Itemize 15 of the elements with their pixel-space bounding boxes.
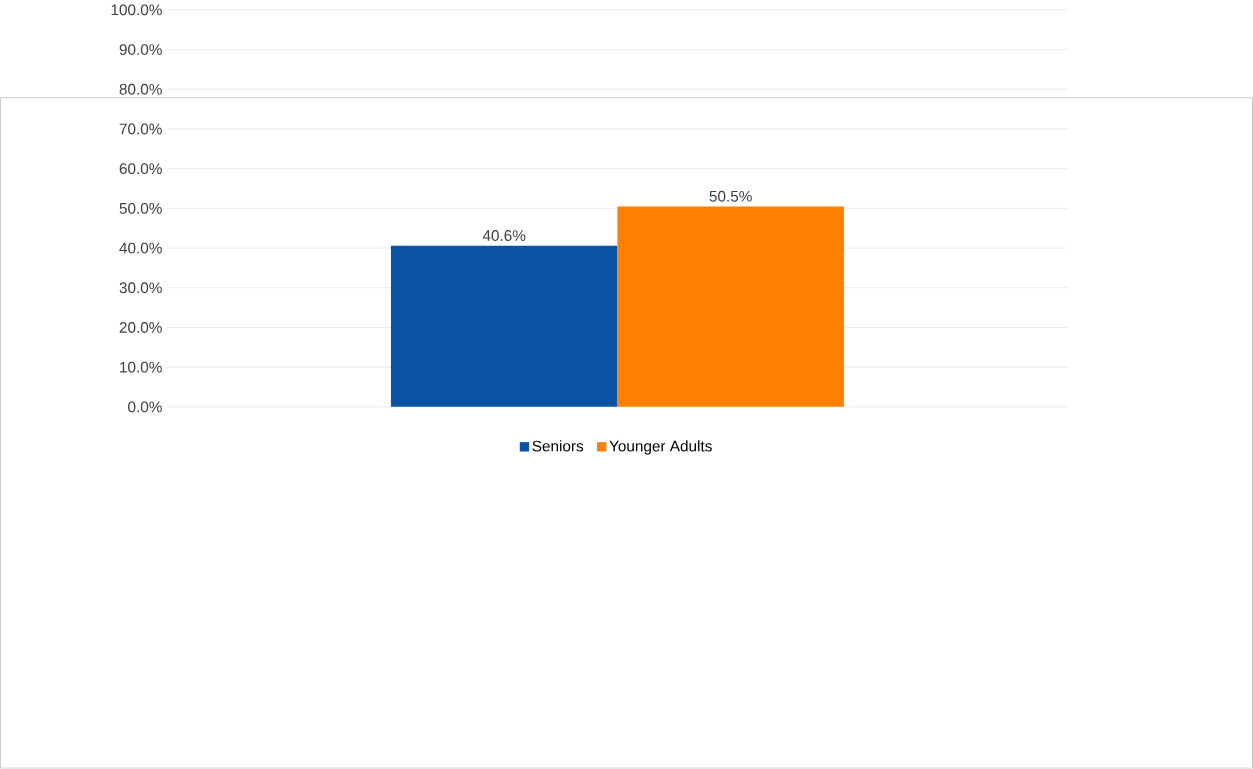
- y-tick-label: 40.0%: [119, 242, 162, 254]
- y-tick-label: 10.0%: [120, 361, 162, 373]
- data-label: 40.6%: [482, 230, 526, 242]
- y-tick-label: 60.0%: [119, 163, 162, 175]
- legend-label: Younger Adults: [609, 440, 712, 455]
- legend-label: Seniors: [532, 440, 584, 452]
- y-tick-label: 70.0%: [119, 123, 162, 135]
- y-tick-label: 30.0%: [119, 282, 162, 294]
- y-tick-label: 100.0%: [111, 4, 162, 16]
- y-tick-label: 90.0%: [119, 44, 162, 56]
- y-tick-label: 50.0%: [119, 203, 162, 214]
- data-label: 50.5%: [709, 190, 752, 202]
- y-tick-label: 80.0%: [119, 84, 162, 95]
- y-tick-label: 0.0%: [128, 401, 162, 413]
- y-tick-label: 20.0%: [119, 322, 162, 334]
